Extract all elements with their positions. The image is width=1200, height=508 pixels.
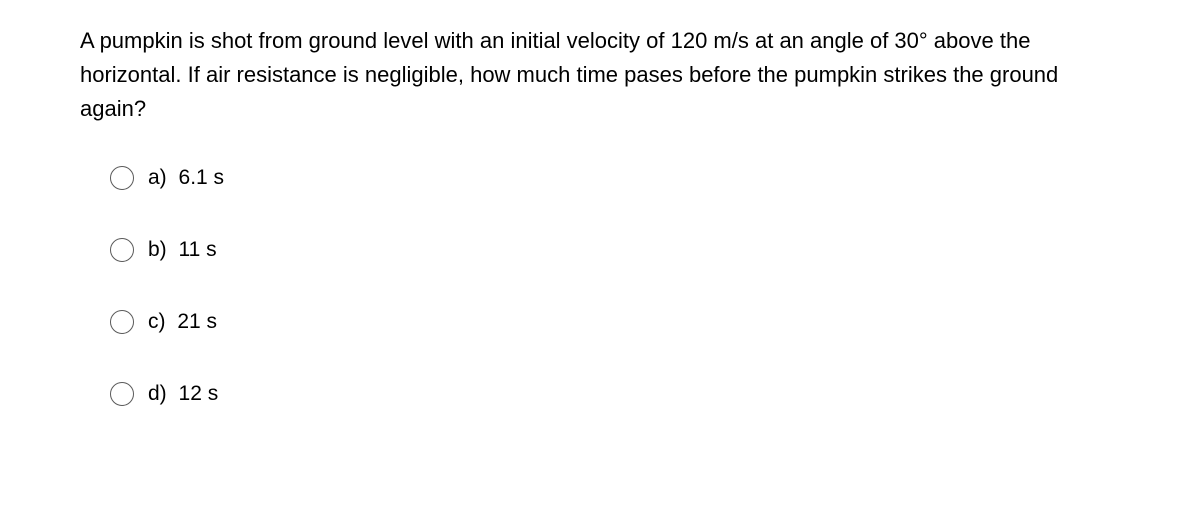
radio-icon[interactable] (110, 166, 134, 190)
options-group: a) 6.1 s b) 11 s c) 21 s d) 12 s (80, 166, 1120, 406)
option-letter: d) (148, 382, 167, 405)
option-label: d) 12 s (148, 382, 218, 406)
question-text: A pumpkin is shot from ground level with… (80, 24, 1120, 126)
option-b[interactable]: b) 11 s (110, 238, 1120, 262)
option-label: b) 11 s (148, 238, 217, 262)
radio-icon[interactable] (110, 382, 134, 406)
option-a[interactable]: a) 6.1 s (110, 166, 1120, 190)
option-c[interactable]: c) 21 s (110, 310, 1120, 334)
option-value: 6.1 s (179, 166, 225, 189)
radio-icon[interactable] (110, 238, 134, 262)
option-value: 11 s (179, 238, 217, 261)
option-label: a) 6.1 s (148, 166, 224, 190)
option-d[interactable]: d) 12 s (110, 382, 1120, 406)
option-letter: b) (148, 238, 167, 261)
option-value: 21 s (177, 310, 217, 333)
option-letter: a) (148, 166, 167, 189)
option-letter: c) (148, 310, 166, 333)
option-label: c) 21 s (148, 310, 217, 334)
radio-icon[interactable] (110, 310, 134, 334)
option-value: 12 s (179, 382, 219, 405)
